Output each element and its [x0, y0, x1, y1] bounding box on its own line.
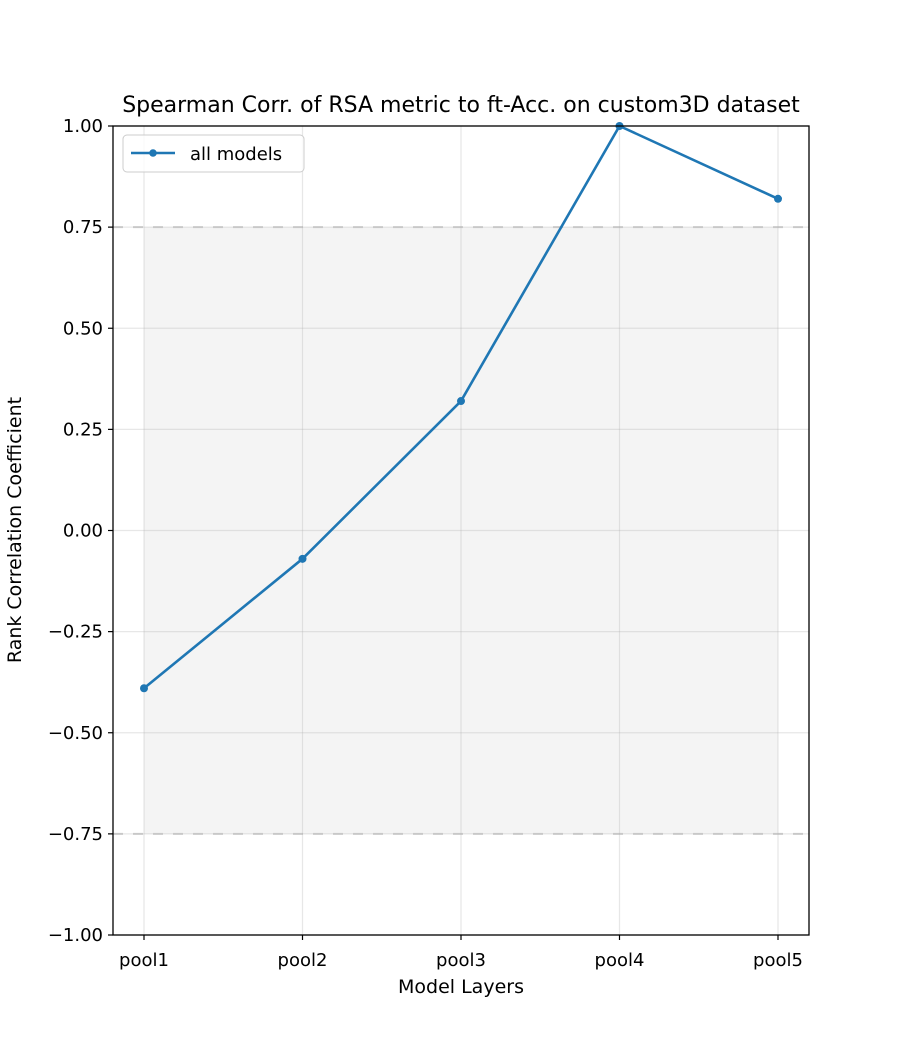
shaded-band-layer: [113, 226, 809, 835]
y-tick-label: 0.75: [63, 217, 103, 238]
legend-label: all models: [190, 144, 282, 165]
shaded-band: [144, 227, 778, 834]
data-point: [457, 397, 465, 406]
x-tick-label: pool4: [595, 950, 645, 971]
y-tick-label: 0.25: [63, 419, 103, 440]
y-tick-label: 1.00: [63, 116, 103, 137]
data-point: [298, 554, 307, 563]
legend: all models: [122, 134, 305, 173]
y-axis-ticks: −1.00 −0.75 −0.50 −0.25 0.00 0.25 0.50 0.75 1.00: [48, 116, 113, 946]
y-tick-label: 0.50: [63, 318, 103, 339]
y-tick-label: −0.25: [48, 622, 103, 643]
x-tick-label: pool1: [119, 950, 169, 971]
x-axis-label: Model Layers: [398, 976, 524, 998]
y-tick-label: −1.00: [48, 925, 103, 946]
y-tick-label: 0.00: [63, 521, 103, 542]
data-point: [774, 194, 782, 203]
x-tick-label: pool5: [753, 950, 803, 971]
y-tick-label: −0.75: [48, 824, 103, 845]
y-tick-label: −0.50: [48, 723, 103, 744]
data-point: [140, 684, 148, 693]
legend-box: [122, 134, 305, 173]
chart-title: Spearman Corr. of RSA metric to ft-Acc. …: [122, 93, 800, 118]
x-tick-label: pool2: [278, 950, 328, 971]
y-axis-label: Rank Correlation Coefficient: [4, 397, 26, 663]
x-tick-label: pool3: [436, 950, 486, 971]
x-axis-ticks: pool1 pool2 pool3 pool4 pool5: [119, 935, 803, 971]
legend-marker-swatch: [149, 149, 157, 157]
